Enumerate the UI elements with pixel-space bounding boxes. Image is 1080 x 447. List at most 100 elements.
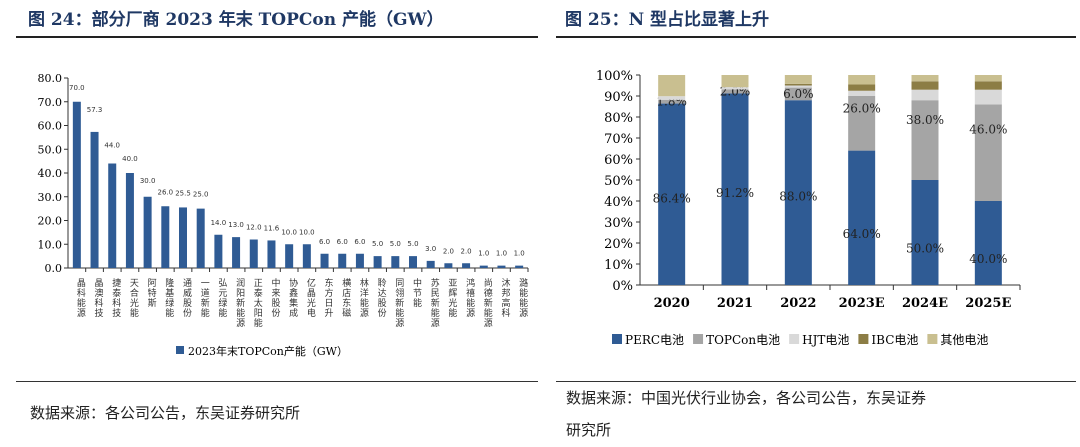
stack-segment bbox=[974, 89, 1002, 105]
x-category-label: 聆达股份 bbox=[376, 277, 387, 318]
stack-segment bbox=[911, 75, 939, 82]
bar bbox=[373, 256, 382, 268]
legend-label: TOPCon电池 bbox=[706, 333, 780, 347]
legend-swatch bbox=[612, 334, 622, 344]
x-category-label: 阿特斯 bbox=[146, 278, 157, 308]
x-category-label: 协鑫集成 bbox=[287, 277, 298, 318]
x-category-label: 通威股份 bbox=[181, 278, 192, 318]
y-tick-label: 40.0 bbox=[38, 167, 63, 180]
data-label: 57.3 bbox=[87, 106, 103, 114]
data-label: 1.0 bbox=[478, 250, 489, 258]
stack-segment bbox=[974, 81, 1002, 90]
data-label: 25.5 bbox=[175, 189, 191, 197]
bar bbox=[232, 237, 241, 268]
x-category-label: 亚辉光能 bbox=[446, 278, 457, 318]
bar bbox=[108, 163, 117, 268]
x-category-label: 亿晶光电 bbox=[305, 277, 316, 318]
data-label: 2.0 bbox=[443, 247, 454, 255]
x-category-label: 2023E bbox=[839, 296, 885, 311]
data-label: 26.0% bbox=[843, 101, 881, 115]
data-label: 5.0 bbox=[407, 240, 418, 248]
bar bbox=[125, 173, 134, 268]
data-label: 64.0% bbox=[843, 227, 881, 241]
data-label: 70.0 bbox=[69, 84, 85, 92]
data-label: 12.0 bbox=[246, 224, 262, 232]
data-label: 10.0 bbox=[299, 228, 315, 236]
bar bbox=[497, 265, 506, 268]
x-category-label: 林洋能源 bbox=[358, 277, 369, 318]
x-category-label: 隆基绿能 bbox=[163, 277, 174, 318]
y-tick-label: 50% bbox=[604, 174, 633, 189]
stack-segment bbox=[848, 75, 876, 85]
right-title-rule bbox=[556, 36, 1076, 38]
data-label: 50.0% bbox=[906, 242, 944, 256]
x-category-label: 一道新能 bbox=[199, 278, 210, 318]
legend-swatch bbox=[693, 334, 704, 344]
bar bbox=[409, 256, 417, 268]
y-tick-label: 70% bbox=[604, 132, 633, 147]
x-category-label: 2024E bbox=[902, 296, 948, 311]
y-tick-label: 40% bbox=[604, 195, 633, 210]
y-tick-label: 0% bbox=[612, 279, 633, 294]
data-label: 14.0 bbox=[211, 219, 227, 227]
x-category-label: 正泰太阳能 bbox=[252, 278, 263, 328]
data-label: 46.0% bbox=[969, 122, 1007, 136]
y-tick-label: 90% bbox=[604, 90, 633, 105]
legend-label: HJT电池 bbox=[802, 333, 849, 347]
data-label: 11.6 bbox=[264, 224, 280, 232]
x-category-label: 尚德新能源 bbox=[482, 277, 493, 328]
x-category-label: 润阳新能源 bbox=[234, 277, 245, 328]
stack-segment bbox=[721, 87, 749, 90]
legend-label: PERC电池 bbox=[625, 333, 684, 347]
data-label: 26.0 bbox=[158, 188, 174, 196]
x-category-label: 中来股份 bbox=[269, 277, 280, 318]
x-category-label: 2022 bbox=[780, 296, 816, 311]
y-tick-label: 20.0 bbox=[38, 215, 63, 228]
x-category-label: 同翎新能源 bbox=[393, 278, 404, 328]
x-category-label: 捷泰科技 bbox=[110, 277, 121, 318]
stack-segment bbox=[848, 150, 876, 285]
x-category-label: 沐邦高科 bbox=[499, 277, 510, 318]
legend-swatch bbox=[927, 334, 938, 344]
bar bbox=[285, 244, 294, 268]
data-label: 6.0% bbox=[783, 87, 814, 101]
bar bbox=[426, 260, 435, 268]
y-tick-label: 60% bbox=[604, 153, 633, 168]
left-title-rule bbox=[16, 36, 538, 38]
stack-segment bbox=[784, 100, 812, 285]
x-category-label: 天合光能 bbox=[128, 278, 139, 318]
bar bbox=[249, 239, 258, 268]
data-label: 2.0 bbox=[461, 247, 472, 255]
x-category-label: 弘元绿能 bbox=[216, 278, 227, 318]
stack-segment bbox=[848, 96, 876, 151]
data-label: 88.0% bbox=[779, 190, 817, 204]
x-category-label: 晶澳科技 bbox=[93, 278, 104, 318]
right-source-line1: 数据来源：中国光伏行业协会，各公司公告，东吴证券 bbox=[566, 389, 927, 407]
stack-segment bbox=[848, 84, 876, 91]
y-tick-label: 0.0 bbox=[45, 262, 63, 275]
x-category-label: 晶科能源 bbox=[75, 278, 86, 318]
legend-swatch bbox=[789, 334, 800, 344]
y-tick-label: 100% bbox=[596, 69, 633, 84]
x-category-label: 鸿禧能源 bbox=[464, 277, 475, 318]
data-label: 40.0 bbox=[122, 155, 138, 163]
right-source-rule bbox=[556, 381, 1076, 382]
bar bbox=[479, 265, 488, 268]
legend-label: 其他电池 bbox=[940, 333, 988, 347]
data-label: 6.0 bbox=[354, 238, 365, 246]
y-tick-label: 80% bbox=[604, 111, 633, 126]
bar bbox=[462, 263, 471, 268]
y-tick-label: 10% bbox=[604, 258, 633, 273]
stack-segment bbox=[784, 75, 812, 84]
data-label: 5.0 bbox=[390, 240, 401, 248]
bar bbox=[355, 253, 364, 268]
y-tick-label: 50.0 bbox=[38, 143, 63, 156]
data-label: 44.0 bbox=[104, 142, 120, 150]
bar bbox=[214, 234, 223, 268]
legend-swatch bbox=[176, 346, 184, 354]
bar bbox=[515, 265, 524, 268]
x-category-label: 潞能能源 bbox=[517, 277, 528, 318]
bar bbox=[302, 244, 311, 268]
data-label: 40.0% bbox=[969, 252, 1007, 266]
